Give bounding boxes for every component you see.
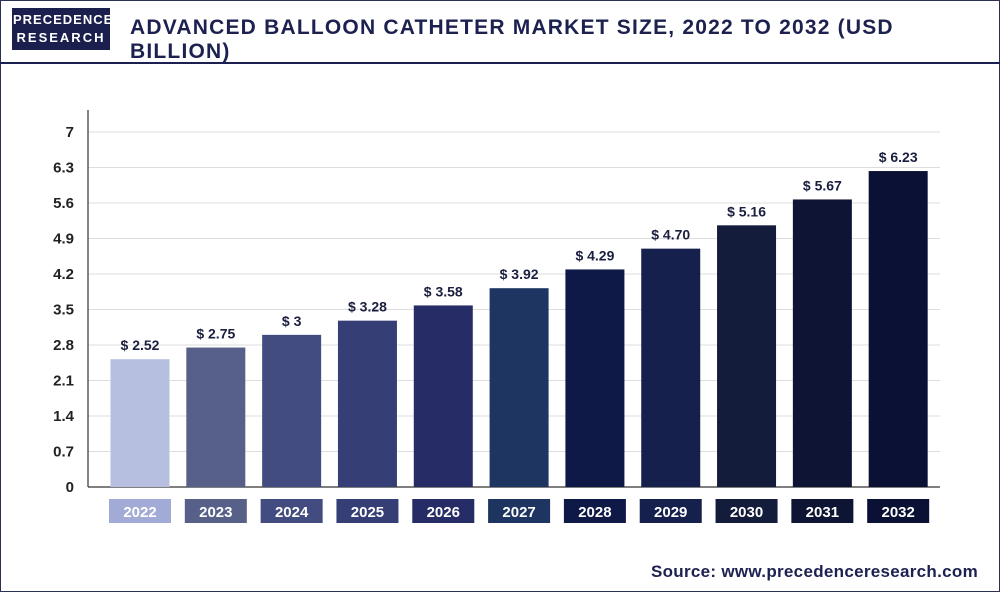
x-tick-label: 2027 xyxy=(502,504,535,521)
category-box xyxy=(563,499,626,523)
x-tick-label: 2029 xyxy=(654,504,687,521)
bar xyxy=(262,334,322,487)
category-box xyxy=(336,499,399,523)
logo-line1: PRECEDENCE xyxy=(13,12,114,27)
y-tick-label: 1.4 xyxy=(53,408,75,425)
y-tick-label: 0.7 xyxy=(53,444,74,461)
data-label: $ 2.52 xyxy=(121,337,160,353)
source-text: Source: www.precedenceresearch.com xyxy=(650,562,978,581)
x-tick-label: 2026 xyxy=(427,504,460,521)
bar xyxy=(792,199,852,487)
data-label: $ 5.16 xyxy=(727,203,766,219)
data-label: $ 3 xyxy=(282,313,302,329)
bar xyxy=(413,305,473,487)
data-label: $ 4.29 xyxy=(575,247,614,263)
y-tick-label: 4.2 xyxy=(53,266,74,283)
y-tick-label: 6.3 xyxy=(53,160,74,177)
x-tick-label: 2023 xyxy=(199,504,232,521)
category-box xyxy=(488,499,551,523)
y-tick-label: 4.9 xyxy=(53,231,74,248)
category-box xyxy=(109,499,171,523)
data-label: $ 2.75 xyxy=(196,326,235,342)
x-tick-label: 2030 xyxy=(730,504,763,521)
data-labels-layer: $ 2.52 $ 2.75 $ 3 $ 3.28 $ 3.58 $ 3.92 $ 4.29 $… xyxy=(121,149,918,353)
y-tick-label: 7 xyxy=(66,124,74,141)
chart-title: ADVANCED BALLOON CATHETER MARKET SIZE, 2… xyxy=(130,16,894,63)
x-tick-label: 2022 xyxy=(123,504,156,521)
x-tick-label: 2025 xyxy=(351,504,384,521)
brand-logo: PRECEDENCE RESEARCH xyxy=(12,8,114,50)
y-tick-label: 2.1 xyxy=(53,373,74,390)
y-tick-label: 5.6 xyxy=(53,195,74,212)
x-tick-label: 2024 xyxy=(275,504,309,521)
bar xyxy=(868,171,928,488)
x-tick-label: 2031 xyxy=(806,504,839,521)
bar xyxy=(565,269,625,487)
y-tick-label: 3.5 xyxy=(53,302,74,319)
bar xyxy=(186,347,246,487)
bars-layer xyxy=(110,171,928,488)
y-tick-label: 0 xyxy=(66,479,74,496)
bar xyxy=(489,288,549,487)
category-box xyxy=(639,499,702,523)
category-labels-layer: 2022 2023 2024 2025 2026 2027 2028 2029 2030 2031… xyxy=(109,499,930,523)
data-label: $ 3.92 xyxy=(500,266,539,282)
category-box xyxy=(867,499,930,523)
category-box xyxy=(715,499,778,523)
data-label: $ 6.23 xyxy=(879,149,918,165)
x-tick-label: 2028 xyxy=(578,504,611,521)
bar xyxy=(337,320,397,487)
data-label: $ 3.28 xyxy=(348,299,387,315)
data-label: $ 4.70 xyxy=(651,227,690,243)
data-label: $ 5.67 xyxy=(803,177,842,193)
category-box xyxy=(412,499,475,523)
data-label: $ 3.58 xyxy=(424,283,463,299)
bar xyxy=(110,359,170,487)
header: PRECEDENCE RESEARCH ADVANCED BALLOON CAT… xyxy=(0,0,1000,64)
bar xyxy=(641,248,701,487)
logo-line2: RESEARCH xyxy=(16,30,106,45)
category-box xyxy=(260,499,323,523)
x-tick-label: 2032 xyxy=(881,504,914,521)
category-box xyxy=(184,499,247,523)
category-box xyxy=(791,499,854,523)
bar xyxy=(717,225,777,488)
y-tick-label: 2.8 xyxy=(53,337,74,354)
